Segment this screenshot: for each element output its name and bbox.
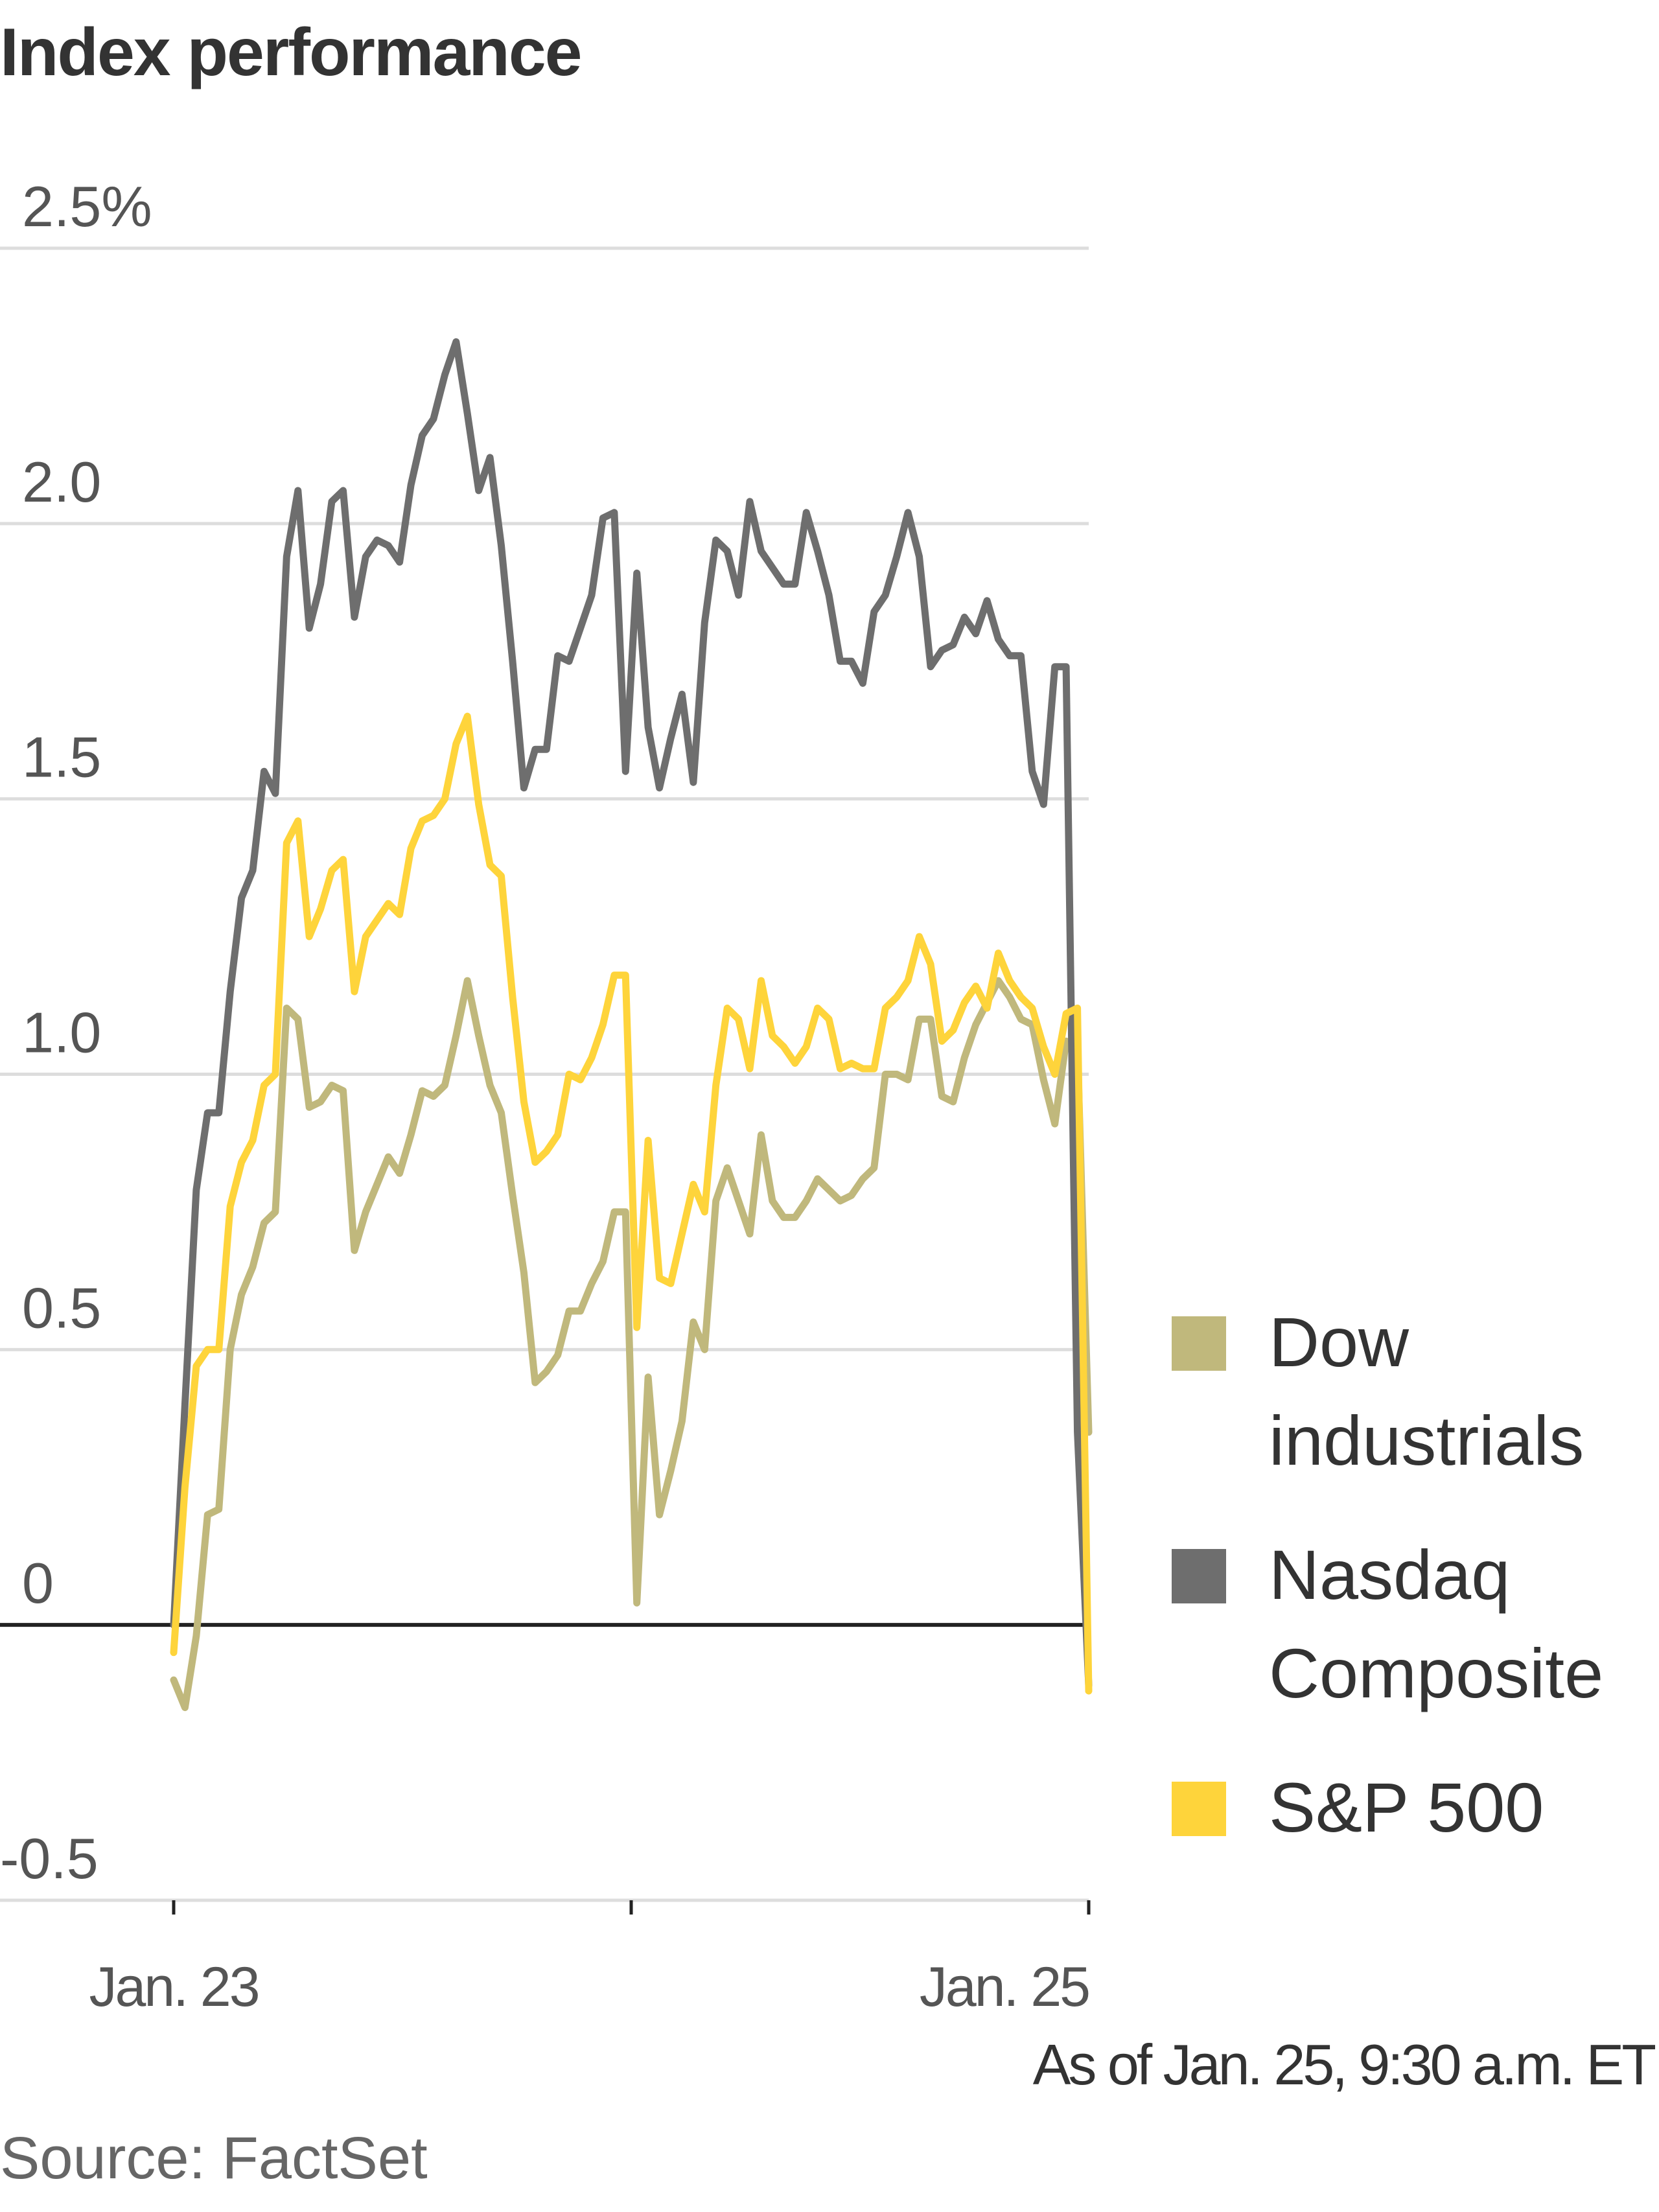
series-line-s-p-500 (170, 712, 1093, 1695)
legend-swatch (1172, 1549, 1226, 1603)
y-tick-label: 1.0 (22, 1001, 101, 1065)
series-line-dow-industrials (170, 977, 1093, 1712)
chart-title: Index performance (0, 15, 583, 90)
x-tick-label: Jan. 23 (89, 1956, 258, 2018)
legend-label: Dow industrials (1269, 1303, 1584, 1480)
legend-swatch (1172, 1316, 1226, 1371)
y-tick-label: 2.0 (22, 450, 101, 514)
legend-item-nasdaq-composite: Nasdaq Composite (1172, 1526, 1659, 1723)
y-tick-label: -0.5 (0, 1826, 99, 1891)
legend-label: S&P 500 (1269, 1768, 1544, 1846)
x-tick-label: Jan. 25 (920, 1956, 1089, 2018)
y-tick-label: 0.5 (22, 1275, 101, 1340)
legend-swatch (1172, 1782, 1226, 1836)
legend-item-dow-industrials: Dow industrials (1172, 1293, 1659, 1490)
y-tick-label: 1.5 (22, 725, 101, 789)
legend: Dow industrials Nasdaq Composite S&P 500 (1172, 1293, 1659, 1892)
series-line-nasdaq-composite (170, 338, 1093, 1690)
source-note: Source: FactSet (0, 2125, 428, 2191)
y-tick-label: 0 (22, 1551, 54, 1615)
as-of-note: As of Jan. 25, 9:30 a.m. ET (1032, 2032, 1656, 2097)
y-tick-label: 2.5% (22, 174, 152, 239)
legend-item-s-p-500: S&P 500 (1172, 1758, 1659, 1857)
legend-label: Nasdaq Composite (1269, 1535, 1604, 1712)
